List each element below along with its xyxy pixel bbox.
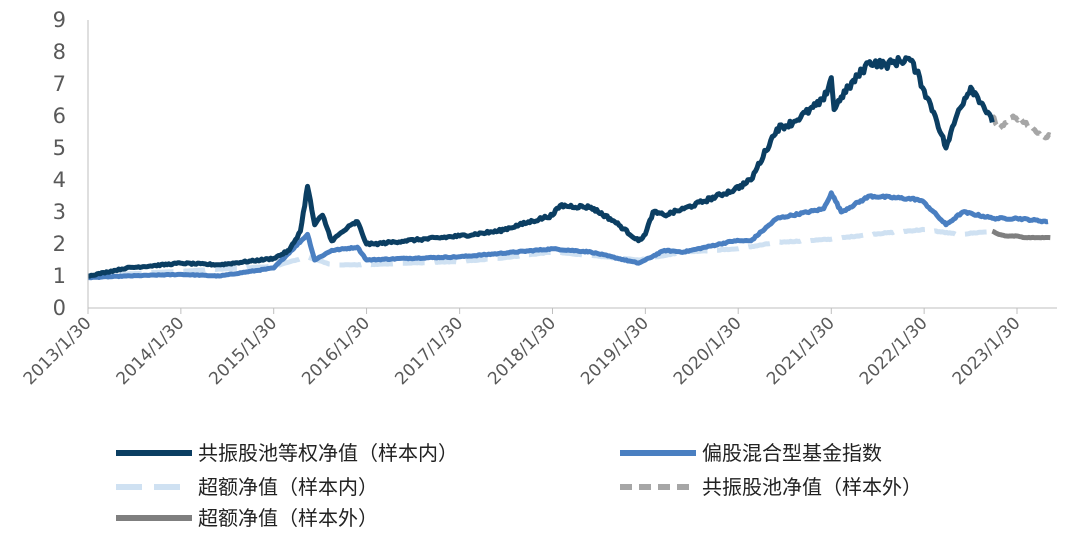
legend-item: 共振股池等权净值（样本内） (116, 441, 458, 465)
x-tick-label: 2014/1/30 (113, 313, 189, 389)
legend-item: 偏股混合型基金指数 (620, 441, 882, 465)
series-line-3 (990, 113, 1052, 141)
x-tick-label: 2021/1/30 (763, 313, 839, 389)
legend-item: 共振股池净值（样本外） (620, 475, 922, 499)
x-tick-label: 2023/1/30 (949, 313, 1025, 389)
series-line-4 (991, 228, 1052, 241)
x-tick-label: 2019/1/30 (577, 313, 653, 389)
series-line-2 (87, 226, 994, 279)
y-tick-label: 4 (53, 168, 66, 192)
y-tick-label: 3 (53, 200, 66, 224)
x-tick-label: 2017/1/30 (391, 313, 467, 389)
x-tick-label: 2015/1/30 (205, 313, 281, 389)
y-tick-label: 2 (53, 232, 66, 256)
legend-label: 超额净值（样本外） (198, 506, 378, 530)
y-tick-label: 5 (53, 136, 66, 160)
legend-label: 共振股池等权净值（样本内） (198, 441, 458, 465)
y-tick-label: 6 (53, 104, 66, 128)
y-tick-label: 9 (53, 8, 66, 32)
x-tick-label: 2013/1/30 (20, 313, 96, 389)
y-axis: 0 1 2 3 4 5 6 7 8 9 (53, 8, 89, 320)
legend-label: 偏股混合型基金指数 (702, 441, 882, 465)
x-axis: 2013/1/30 2014/1/30 2015/1/30 2016/1/30 2017… (20, 307, 1057, 389)
x-tick-label: 2018/1/30 (484, 313, 560, 389)
series-line-0 (87, 55, 995, 279)
x-tick-label: 2016/1/30 (298, 313, 374, 389)
x-tick-label: 2022/1/30 (856, 313, 932, 389)
y-tick-label: 7 (53, 72, 66, 96)
legend-item: 超额净值（样本内） (116, 475, 378, 499)
y-tick-label: 1 (53, 264, 66, 288)
y-tick-label: 0 (53, 296, 66, 320)
plot-area (87, 55, 1052, 281)
series-line-1 (87, 190, 1049, 281)
y-tick-label: 8 (53, 40, 66, 64)
legend-item: 超额净值（样本外） (116, 506, 378, 530)
legend-label: 超额净值（样本内） (198, 475, 378, 499)
legend-label: 共振股池净值（样本外） (702, 475, 922, 499)
x-tick-label: 2020/1/30 (670, 313, 746, 389)
